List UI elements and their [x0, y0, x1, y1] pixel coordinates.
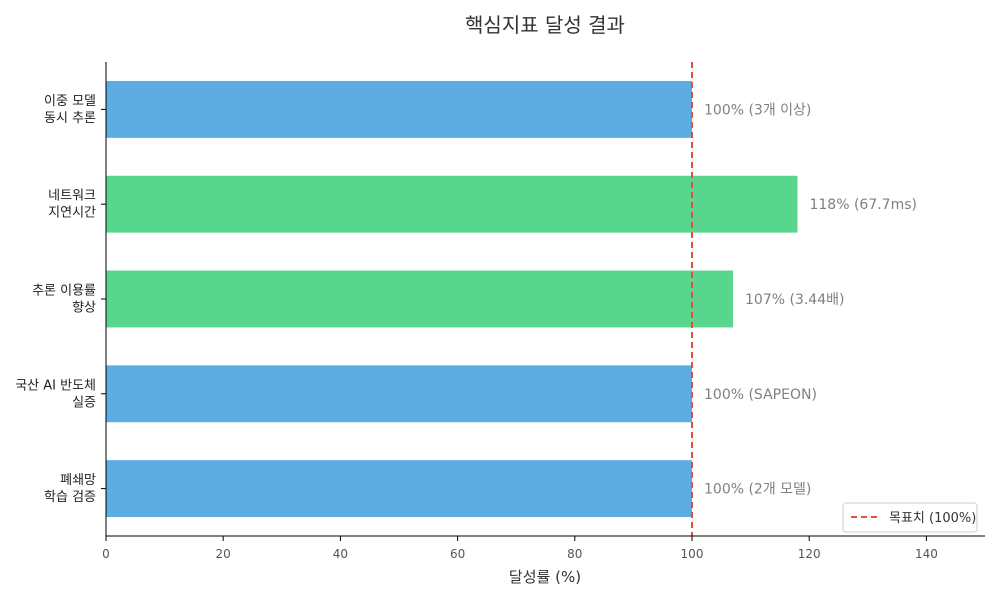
y-tick-label: 이중 모델: [44, 94, 96, 109]
y-tick-label: 국산 AI 반도체: [15, 378, 96, 393]
bar: [106, 365, 692, 423]
bar-value-label: 118% (67.7ms): [809, 197, 917, 213]
y-tick-label: 폐쇄망: [60, 473, 96, 488]
bar: [106, 270, 734, 328]
y-tick-label: 네트워크: [48, 189, 96, 204]
x-tick-label: 100: [681, 547, 704, 561]
y-tick-label: 향상: [72, 301, 96, 316]
x-tick-label: 40: [333, 547, 348, 561]
bar-value-label: 100% (SAPEON): [704, 387, 817, 403]
x-tick-label: 20: [216, 547, 231, 561]
legend-box: [842, 502, 978, 533]
x-tick-label: 0: [102, 547, 110, 561]
bars-layer: [106, 80, 798, 518]
legend: 목표치 (100%): [842, 502, 978, 533]
x-tick-label: 80: [567, 547, 582, 561]
y-tick-label: 추론 이용률: [32, 284, 96, 299]
bar: [106, 460, 692, 518]
x-axis-label: 달성률 (%): [509, 568, 581, 586]
x-tick-label: 60: [450, 547, 465, 561]
x-tick-label: 140: [915, 547, 938, 561]
legend-label: 목표치 (100%): [889, 511, 976, 526]
bar: [106, 175, 798, 233]
chart-title: 핵심지표 달성 결과: [465, 13, 625, 37]
bar-value-label: 100% (2개 모델): [704, 482, 811, 498]
y-tick-label: 실증: [72, 395, 96, 410]
y-tick-label: 지연시간: [48, 206, 96, 221]
y-tick-label: 학습 검증: [44, 490, 96, 505]
bar-value-label: 100% (3개 이상): [704, 102, 811, 118]
y-tick-label: 동시 추론: [44, 111, 96, 126]
labels-layer: 100% (3개 이상) 118% (67.7ms) 107% (3.44배) 100…: [704, 102, 917, 497]
x-tick-label: 120: [798, 547, 821, 561]
bar: [106, 80, 692, 138]
bar-value-label: 107% (3.44배): [745, 292, 844, 308]
